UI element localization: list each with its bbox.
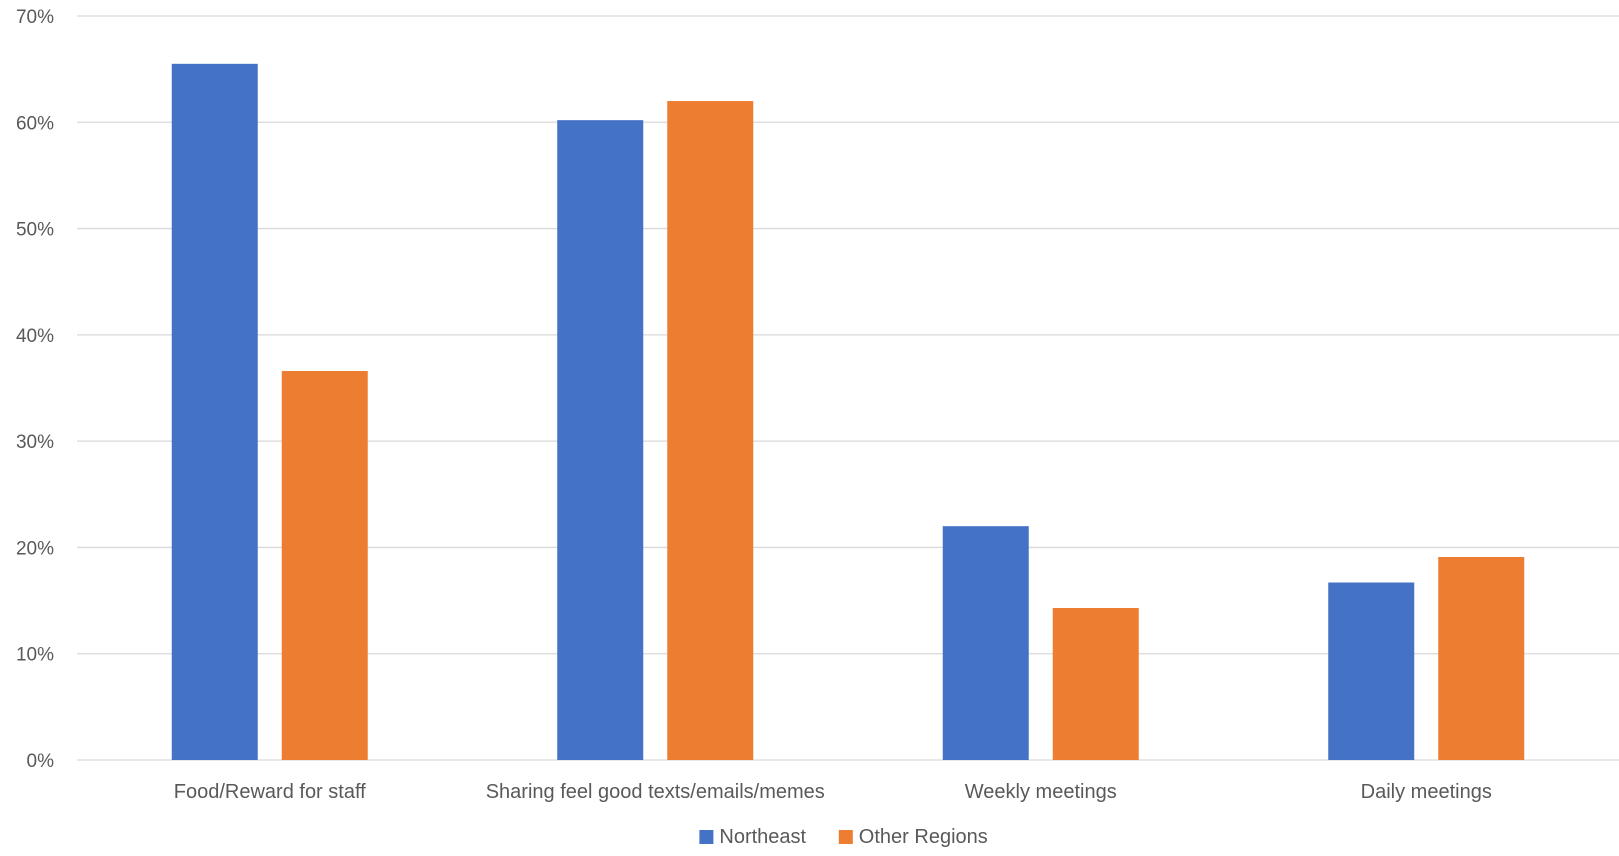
bar-other-regions-3	[1438, 556, 1525, 760]
bar-northeast-1	[557, 120, 644, 760]
legend-label: Other Regions	[859, 826, 988, 848]
bar-other-regions-1	[667, 101, 754, 761]
legend-label: Northeast	[719, 826, 806, 848]
legend-swatch-other-regions	[838, 830, 853, 844]
bar-other-regions-2	[1052, 608, 1139, 760]
bar-northeast-0	[171, 63, 258, 761]
y-tick-label: 40%	[16, 326, 54, 347]
y-tick-label: 50%	[16, 220, 54, 241]
bar-northeast-2	[942, 526, 1029, 760]
y-tick-label: 10%	[16, 645, 54, 666]
y-tick-label: 20%	[16, 538, 54, 559]
x-category-label: Food/Reward for staff	[174, 781, 366, 803]
legend-swatch-northeast	[699, 830, 714, 844]
x-axis-category-labels: Food/Reward for staff Sharing feel good t…	[174, 781, 1492, 803]
bar-other-regions-0	[281, 370, 368, 760]
x-category-label: Daily meetings	[1361, 781, 1492, 803]
y-tick-label: 60%	[16, 113, 54, 134]
x-category-label: Weekly meetings	[965, 781, 1117, 803]
y-axis-tick-labels: 0% 10% 20% 30% 40% 50% 60% 70%	[16, 7, 54, 772]
x-category-label: Sharing feel good texts/emails/memes	[486, 781, 825, 803]
legend: Northeast Other Regions	[699, 826, 988, 848]
bars	[171, 63, 1525, 761]
y-tick-label: 30%	[16, 432, 54, 453]
y-tick-label: 70%	[16, 7, 54, 28]
bar-northeast-3	[1328, 582, 1415, 760]
y-tick-label: 0%	[27, 751, 55, 772]
